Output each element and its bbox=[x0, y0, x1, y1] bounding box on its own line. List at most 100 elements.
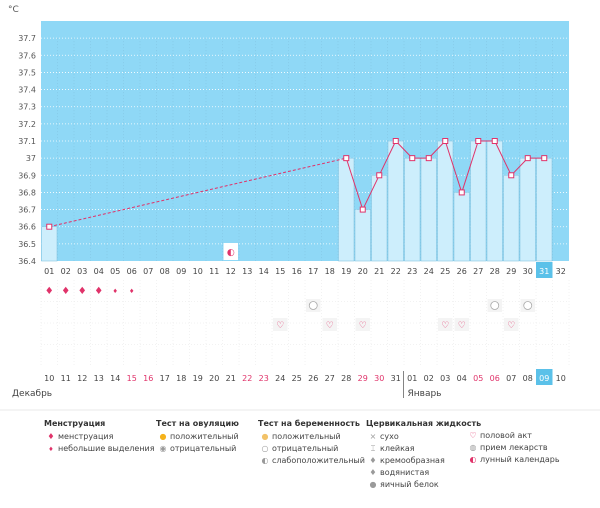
legend-item: ◐ лунный календарь bbox=[466, 454, 560, 466]
moon-icon: ◐ bbox=[227, 248, 235, 258]
legend-item: ● яичный белок bbox=[366, 479, 481, 491]
cycle-day-label: 18 bbox=[325, 267, 335, 276]
cycle-day-label: 08 bbox=[160, 267, 170, 276]
legend-item: ◍ прием лекарств bbox=[466, 442, 560, 454]
ball-negative-icon bbox=[490, 301, 500, 310]
calendar-date-label: 24 bbox=[275, 374, 285, 383]
calendar-date-label: 08 bbox=[523, 374, 533, 383]
y-tick-label: 37 bbox=[26, 154, 36, 163]
legend-item-label: сухо bbox=[380, 432, 399, 441]
calendar-date-label: 20 bbox=[209, 374, 219, 383]
cycle-day-label: 14 bbox=[259, 267, 269, 276]
legend-item: ♦ небольшие выделения bbox=[44, 443, 154, 455]
ball-weak-icon: ◐ bbox=[261, 456, 269, 465]
legend-item: ◐ слабоположительный bbox=[258, 455, 365, 467]
cycle-day-label: 24 bbox=[424, 267, 434, 276]
bbt-chart: 37.7 37.6 37.5 37.4 37.3 37.2 37.1 37 36.9 36.8 36… bbox=[0, 5, 600, 411]
cycle-day-label: 16 bbox=[292, 267, 302, 276]
calendar-date-label: 10 bbox=[44, 374, 54, 383]
temperature-line-segment bbox=[378, 140, 397, 176]
today-highlight bbox=[536, 369, 553, 385]
blood-drop-icon: ♦ bbox=[78, 286, 87, 297]
month-label: Январь bbox=[408, 389, 442, 399]
cycle-day-label: 07 bbox=[143, 267, 153, 276]
sun-negative-icon: ◉ bbox=[159, 444, 167, 453]
temperature-point bbox=[458, 189, 465, 196]
legend-menstruation: Менструация ♦ менструация ♦ небольшие выде… bbox=[44, 418, 155, 455]
calendar-date-label: 15 bbox=[127, 374, 137, 383]
temperature-point bbox=[409, 155, 416, 162]
cycle-day-label: 05 bbox=[110, 267, 120, 276]
calendar-date-label: 23 bbox=[259, 374, 269, 383]
legend-item-label: прием лекарств bbox=[480, 443, 548, 452]
blood-drop-icon: ♦ bbox=[45, 286, 54, 297]
y-tick-label: 36.7 bbox=[18, 206, 36, 215]
legend-item: ● положительный bbox=[258, 431, 365, 443]
legend-menstruation-title: Менструация bbox=[44, 419, 106, 428]
calendar-date-label: 31 bbox=[391, 374, 401, 383]
sun-positive-icon: ● bbox=[159, 432, 167, 441]
temperature-line-segment bbox=[49, 157, 347, 228]
cycle-day-label: 06 bbox=[127, 267, 137, 276]
cycle-day-label: 09 bbox=[176, 267, 186, 276]
small-drop-icon: ♦ bbox=[129, 288, 134, 295]
bar bbox=[453, 192, 470, 262]
calendar-date-label: 10 bbox=[556, 374, 566, 383]
calendar-date-label: 21 bbox=[226, 374, 236, 383]
legend-item-label: яичный белок bbox=[380, 480, 439, 489]
cycle-day-label: 20 bbox=[358, 267, 368, 276]
blood-drop-icon: ♦ bbox=[94, 286, 103, 297]
bar bbox=[41, 226, 58, 262]
temperature-line-segment bbox=[444, 140, 463, 193]
legend: Менструация ♦ менструация ♦ небольшие выде… bbox=[0, 412, 600, 508]
legend-item-label: половой акт bbox=[480, 431, 532, 440]
legend-cervical-title: Цервикальная жидкость bbox=[366, 419, 482, 428]
ball-positive-icon: ● bbox=[261, 432, 269, 441]
blood-drop-icon: ♦ bbox=[61, 286, 70, 297]
calendar-date-label: 05 bbox=[473, 374, 483, 383]
cell-highlight bbox=[322, 318, 337, 331]
cell-highlight bbox=[504, 318, 519, 331]
legend-item-label: отрицательный bbox=[272, 444, 339, 453]
temperature-point bbox=[541, 155, 548, 162]
cycle-day-label: 03 bbox=[77, 267, 87, 276]
calendar-date-label: 07 bbox=[506, 374, 516, 383]
blood-drop-icon: ♦ bbox=[47, 432, 55, 441]
y-tick-label: 36.9 bbox=[18, 171, 36, 180]
legend-item-label: водянистая bbox=[380, 468, 430, 477]
cycle-day-label: 12 bbox=[226, 267, 236, 276]
small-drop-icon: ♦ bbox=[113, 288, 118, 295]
temperature-point bbox=[392, 138, 399, 144]
moon-marker-bg bbox=[223, 243, 238, 260]
legend-item: ♦ кремообразная bbox=[366, 455, 481, 467]
cycle-day-label: 30 bbox=[523, 267, 533, 276]
calendar-date-label: 30 bbox=[374, 374, 384, 383]
legend-item-label: слабоположительный bbox=[272, 456, 365, 465]
calendar-date-label: 29 bbox=[358, 374, 368, 383]
y-tick-label: 36.6 bbox=[18, 223, 36, 232]
ball-negative-icon bbox=[523, 301, 533, 310]
creamy-icon: ♦ bbox=[369, 456, 377, 465]
bar bbox=[387, 140, 404, 262]
legend-ovulation: Тест на овуляцию ● положительный ◉ отрицат… bbox=[156, 418, 239, 455]
calendar-date-label: 27 bbox=[325, 374, 335, 383]
calendar-date-label: 14 bbox=[110, 374, 120, 383]
calendar-date-label: 19 bbox=[193, 374, 203, 383]
sticky-icon: ⌶ bbox=[370, 444, 376, 453]
legend-item-label: клейкая bbox=[380, 444, 415, 453]
calendar-date-label: 06 bbox=[490, 374, 500, 383]
cycle-day-label: 31 bbox=[539, 267, 549, 276]
legend-item: ⌶ клейкая bbox=[366, 443, 481, 455]
calendar-date-label: 28 bbox=[341, 374, 351, 383]
bar bbox=[354, 209, 371, 262]
cell-highlight bbox=[454, 318, 469, 331]
legend-item-label: менструация bbox=[58, 432, 114, 441]
calendar-date-label: 04 bbox=[457, 374, 467, 383]
calendar-date-label: 16 bbox=[143, 374, 153, 383]
calendar-date-label: 09 bbox=[539, 374, 549, 383]
heart-icon: ♡ bbox=[326, 321, 334, 331]
temperature-line-segment bbox=[345, 157, 364, 210]
legend-item-label: положительный bbox=[272, 432, 341, 441]
heart-icon: ♡ bbox=[359, 321, 367, 331]
calendar-date-label: 13 bbox=[94, 374, 104, 383]
